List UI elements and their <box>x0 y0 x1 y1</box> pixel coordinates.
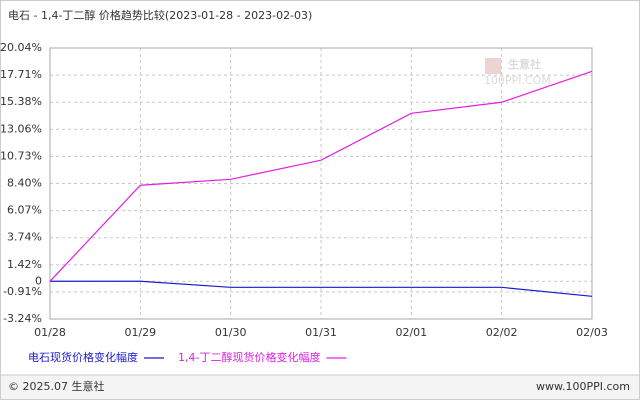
y-tick-label: 17.71% <box>0 68 42 81</box>
x-tick-label: 02/01 <box>395 326 427 339</box>
watermark-name: 生意社 <box>508 57 541 71</box>
footer-copyright: © 2025.07 生意社 <box>8 379 104 393</box>
x-tick-label: 01/28 <box>34 326 66 339</box>
y-tick-label: 1.42% <box>7 258 42 271</box>
y-tick-label: 15.38% <box>0 95 42 108</box>
y-tick-label: 13.06% <box>0 122 42 135</box>
y-tick-label: 6.07% <box>7 204 42 217</box>
legend-label: 1,4-丁二醇现货价格变化幅度 <box>178 350 320 364</box>
series-line <box>50 280 593 297</box>
watermark-logo <box>485 58 501 74</box>
x-tick-label: 02/03 <box>576 326 608 339</box>
y-tick-label: 0 <box>35 274 42 287</box>
y-tick-label: 8.40% <box>7 177 42 190</box>
watermark-site: 100PPI.COM <box>484 74 551 87</box>
y-tick-label: 20.04% <box>0 41 42 54</box>
y-tick-label: 10.73% <box>0 149 42 162</box>
x-tick-label: 01/29 <box>124 326 156 339</box>
chart-title: 电石 - 1,4-丁二醇 价格趋势比较(2023-01-28 - 2023-02… <box>8 8 312 22</box>
x-tick-label: 01/30 <box>215 326 247 339</box>
y-tick-label: 3.74% <box>7 231 42 244</box>
plot-border <box>49 47 593 320</box>
watermark: 生意社 100PPI.COM <box>484 57 551 87</box>
footer-url: www.100PPI.com <box>536 380 630 393</box>
legend-label: 电石现货价格变化幅度 <box>28 350 138 364</box>
x-tick-label: 01/31 <box>305 326 337 339</box>
footer-bar <box>1 375 639 399</box>
x-tick-label: 02/02 <box>486 326 518 339</box>
series-line <box>49 70 593 282</box>
y-tick-label: -0.91% <box>3 285 42 298</box>
y-tick-label: -3.24% <box>3 312 42 325</box>
